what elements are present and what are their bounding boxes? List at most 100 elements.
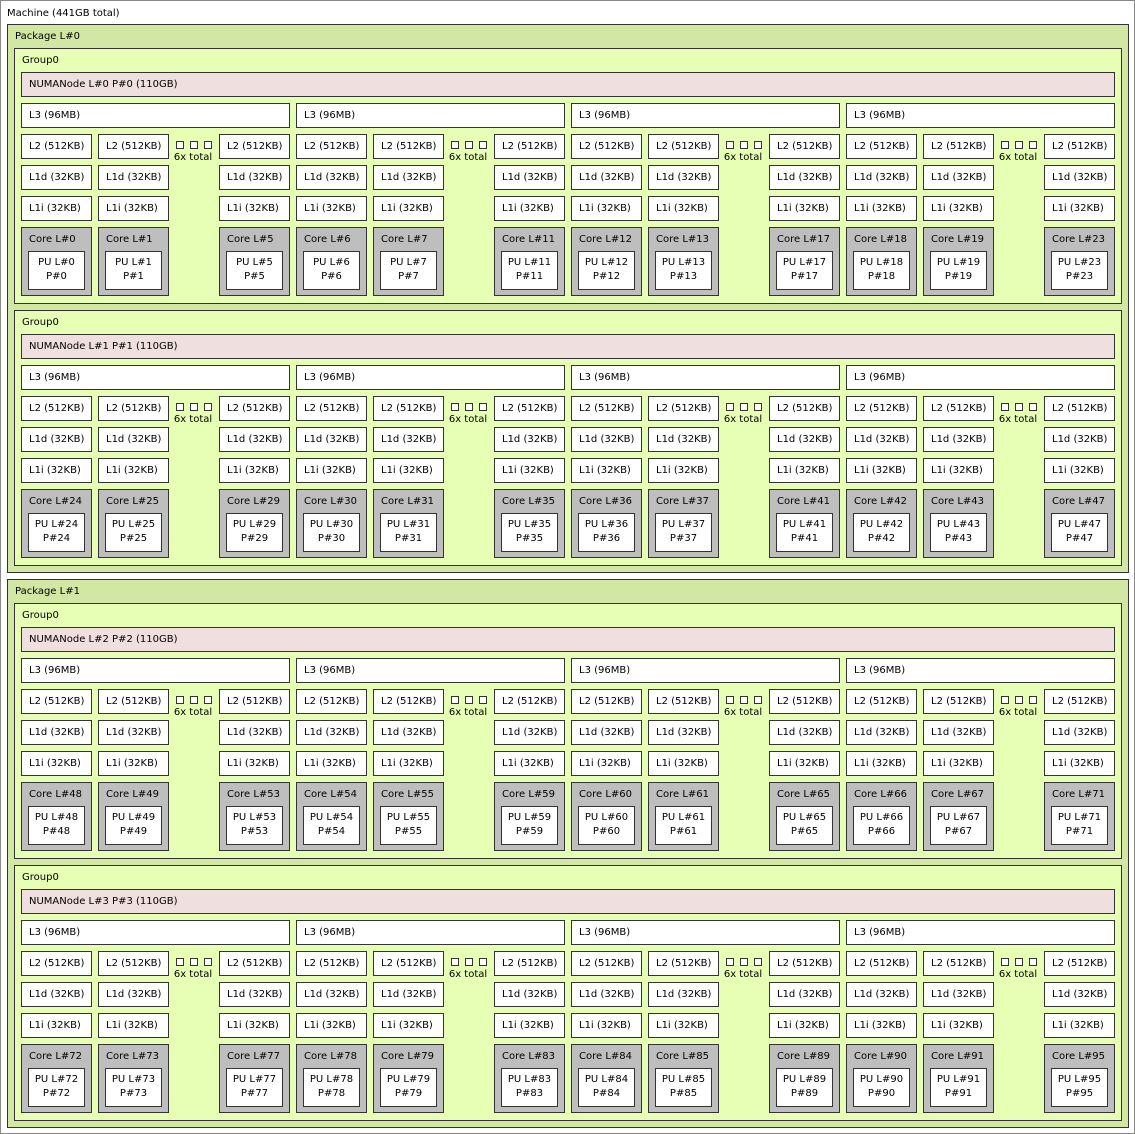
l2-cache: L2 (512KB) [769,134,840,159]
l1i-cache: L1i (32KB) [219,196,290,221]
l1d-cache: L1d (32KB) [494,165,565,190]
group-label: Group0 [22,610,59,621]
l1d-cache: L1d (32KB) [648,165,719,190]
pu-physical-label: P#79 [394,1088,423,1099]
pu-physical-label: P#78 [317,1088,346,1099]
l1d-cache: L1d (32KB) [373,427,444,452]
collapsed-core-icon [204,958,212,966]
numa-label: NUMANode L#0 P#0 (110GB) [29,79,178,90]
collapsed-core-icon [1015,958,1023,966]
l1d-cache: L1d (32KB) [769,165,840,190]
l2-cache-label: L2 (512KB) [931,696,987,707]
l2-cache-label: L2 (512KB) [381,696,437,707]
collapsed-count-label: 6x total [723,969,763,980]
core-label: Core L#17 [777,234,830,245]
pu-physical-label: P#13 [669,271,698,282]
l1i-cache-label: L1i (32KB) [502,758,554,769]
collapsed-core-icon [204,696,212,704]
l1i-cache-label: L1i (32KB) [106,203,158,214]
pu-physical-label: P#5 [244,271,265,282]
l1d-cache: L1d (32KB) [98,720,169,745]
l2-cache: L2 (512KB) [571,689,642,714]
l3-cache: L3 (96MB) [846,658,1115,683]
pu-label: PU L#71 [1057,812,1102,823]
l1i-cache-label: L1i (32KB) [304,758,356,769]
l1i-cache-label: L1i (32KB) [777,203,829,214]
core-label: Core L#41 [777,496,830,507]
l2-cache-label: L2 (512KB) [227,958,283,969]
l2-cache-label: L2 (512KB) [227,696,283,707]
l2-cache: L2 (512KB) [571,396,642,421]
l1d-cache-label: L1d (32KB) [29,172,85,183]
pu: PU L#19 P#19 [930,251,987,290]
l2-cache-label: L2 (512KB) [304,403,360,414]
pu-physical-label: P#72 [42,1088,71,1099]
pu-physical-label: P#61 [669,826,698,837]
pu: PU L#12 P#12 [578,251,635,290]
l1d-cache: L1d (32KB) [296,720,367,745]
pu: PU L#78 P#78 [303,1068,360,1107]
l1d-cache-label: L1d (32KB) [579,727,635,738]
l2-cache: L2 (512KB) [21,689,92,714]
l2-cache-label: L2 (512KB) [854,958,910,969]
l3-label: L3 (96MB) [579,372,631,383]
l1d-cache: L1d (32KB) [1044,427,1115,452]
pu-physical-label: P#84 [592,1088,621,1099]
l1d-cache: L1d (32KB) [494,982,565,1007]
l1i-cache-label: L1i (32KB) [304,203,356,214]
l2-cache-label: L2 (512KB) [381,403,437,414]
l2-cache-label: L2 (512KB) [777,141,833,152]
collapsed-core-icon [1001,696,1009,704]
l1d-cache: L1d (32KB) [1044,982,1115,1007]
pu-physical-label: P#0 [46,271,67,282]
l2-cache-label: L2 (512KB) [656,141,712,152]
pu: PU L#36 P#36 [578,513,635,552]
l2-cache: L2 (512KB) [373,951,444,976]
pu: PU L#6 P#6 [303,251,360,290]
l3-cache: L3 (96MB) [21,365,290,390]
collapsed-core-icon [479,403,487,411]
core-label: Core L#47 [1052,496,1105,507]
l1i-cache-label: L1i (32KB) [854,758,906,769]
l1d-cache: L1d (32KB) [98,982,169,1007]
l1i-cache: L1i (32KB) [494,751,565,776]
collapsed-core-icon [1029,403,1037,411]
collapsed-count-label: 6x total [998,969,1038,980]
l1i-cache: L1i (32KB) [571,1013,642,1038]
l2-cache-label: L2 (512KB) [931,958,987,969]
l1i-cache: L1i (32KB) [219,458,290,483]
pu: PU L#77 P#77 [226,1068,283,1107]
l2-cache: L2 (512KB) [373,396,444,421]
l1i-cache: L1i (32KB) [21,1013,92,1038]
l2-cache: L2 (512KB) [98,134,169,159]
l1d-cache: L1d (32KB) [373,982,444,1007]
l3-cache: L3 (96MB) [296,658,565,683]
collapsed-core-icon [726,696,734,704]
pu-physical-label: P#29 [240,533,269,544]
pu-physical-label: P#89 [790,1088,819,1099]
l1d-cache: L1d (32KB) [21,427,92,452]
core-label: Core L#43 [931,496,984,507]
l1d-cache: L1d (32KB) [21,720,92,745]
pu-physical-label: P#35 [515,533,544,544]
l1i-cache-label: L1i (32KB) [29,203,81,214]
pu-physical-label: P#31 [394,533,423,544]
l3-cache: L3 (96MB) [296,103,565,128]
l1d-cache-label: L1d (32KB) [854,434,910,445]
pu-physical-label: P#73 [119,1088,148,1099]
l1d-cache-label: L1d (32KB) [29,434,85,445]
collapsed-core-icon [754,141,762,149]
l2-cache-label: L2 (512KB) [656,696,712,707]
pu-physical-label: P#41 [790,533,819,544]
collapsed-core-icon [479,958,487,966]
l3-cache: L3 (96MB) [21,658,290,683]
l1d-cache: L1d (32KB) [846,720,917,745]
pu-label: PU L#13 [661,257,706,268]
l2-cache: L2 (512KB) [769,689,840,714]
pu-physical-label: P#47 [1065,533,1094,544]
l1i-cache-label: L1i (32KB) [931,203,983,214]
numa-label: NUMANode L#1 P#1 (110GB) [29,341,178,352]
numa-node: NUMANode L#1 P#1 (110GB) [21,334,1115,359]
l3-label: L3 (96MB) [304,372,356,383]
pu: PU L#1 P#1 [105,251,162,290]
